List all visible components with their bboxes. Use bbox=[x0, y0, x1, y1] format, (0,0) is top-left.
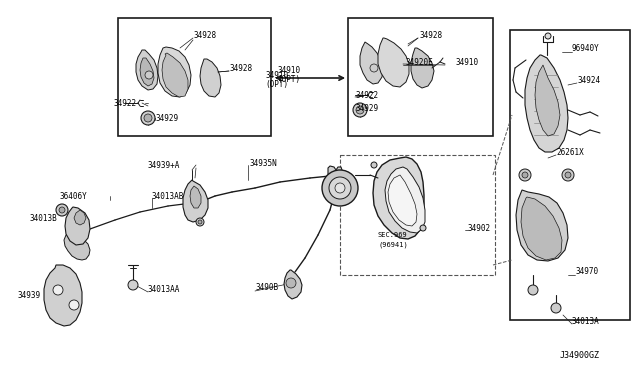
Circle shape bbox=[286, 278, 296, 288]
Circle shape bbox=[196, 218, 204, 226]
Text: J34900GZ: J34900GZ bbox=[560, 350, 600, 359]
Text: 34910: 34910 bbox=[456, 58, 479, 67]
Bar bbox=[348, 18, 493, 136]
Polygon shape bbox=[65, 207, 90, 245]
Polygon shape bbox=[190, 186, 201, 208]
Polygon shape bbox=[328, 166, 342, 180]
Polygon shape bbox=[200, 59, 221, 97]
Circle shape bbox=[69, 300, 79, 310]
Text: 96940Y: 96940Y bbox=[572, 44, 600, 52]
Polygon shape bbox=[162, 53, 188, 97]
Circle shape bbox=[562, 169, 574, 181]
Text: (OPT): (OPT) bbox=[265, 80, 288, 89]
Polygon shape bbox=[158, 47, 191, 97]
Text: 34970: 34970 bbox=[575, 267, 598, 276]
Text: 34928: 34928 bbox=[420, 31, 443, 39]
Text: (96941): (96941) bbox=[378, 242, 408, 248]
Text: 34929: 34929 bbox=[155, 113, 178, 122]
Circle shape bbox=[141, 111, 155, 125]
Polygon shape bbox=[183, 180, 208, 222]
Circle shape bbox=[145, 71, 153, 79]
Circle shape bbox=[59, 207, 65, 213]
Polygon shape bbox=[525, 55, 568, 152]
Text: 36406Y: 36406Y bbox=[60, 192, 88, 201]
Circle shape bbox=[528, 285, 538, 295]
Polygon shape bbox=[140, 58, 154, 86]
Text: 34939: 34939 bbox=[18, 291, 41, 299]
Bar bbox=[340, 155, 495, 275]
Circle shape bbox=[144, 114, 152, 122]
Circle shape bbox=[198, 220, 202, 224]
Circle shape bbox=[519, 169, 531, 181]
Polygon shape bbox=[136, 50, 158, 90]
Polygon shape bbox=[516, 190, 568, 261]
Circle shape bbox=[370, 64, 378, 72]
Text: 34013AA: 34013AA bbox=[148, 285, 180, 295]
Text: 34922: 34922 bbox=[113, 99, 136, 108]
Text: 34902: 34902 bbox=[468, 224, 491, 232]
Text: 34928: 34928 bbox=[230, 64, 253, 73]
Text: 34935N: 34935N bbox=[250, 158, 278, 167]
Polygon shape bbox=[411, 48, 434, 88]
Circle shape bbox=[371, 162, 377, 168]
Text: 34924: 34924 bbox=[577, 76, 600, 84]
Polygon shape bbox=[360, 42, 383, 84]
Polygon shape bbox=[74, 210, 86, 225]
Circle shape bbox=[322, 170, 358, 206]
Circle shape bbox=[522, 172, 528, 178]
Text: 3490B: 3490B bbox=[256, 283, 279, 292]
Circle shape bbox=[565, 172, 571, 178]
Polygon shape bbox=[44, 265, 82, 326]
Polygon shape bbox=[64, 235, 90, 260]
Circle shape bbox=[335, 183, 345, 193]
Polygon shape bbox=[521, 197, 562, 260]
Text: SEC.969: SEC.969 bbox=[378, 232, 408, 238]
Polygon shape bbox=[373, 157, 424, 239]
Text: 26261X: 26261X bbox=[556, 148, 584, 157]
Text: 34929: 34929 bbox=[355, 103, 378, 112]
Circle shape bbox=[329, 177, 351, 199]
Text: 34013B: 34013B bbox=[30, 214, 58, 222]
Bar bbox=[118, 18, 271, 136]
Polygon shape bbox=[385, 167, 425, 233]
Text: 34013AB: 34013AB bbox=[152, 192, 184, 201]
Circle shape bbox=[56, 204, 68, 216]
Circle shape bbox=[420, 225, 426, 231]
Bar bbox=[510, 30, 630, 320]
Circle shape bbox=[353, 103, 367, 117]
Text: 34910: 34910 bbox=[277, 65, 300, 74]
Circle shape bbox=[545, 33, 551, 39]
Circle shape bbox=[128, 280, 138, 290]
Circle shape bbox=[356, 106, 364, 114]
Polygon shape bbox=[535, 65, 560, 136]
Text: 34939+A: 34939+A bbox=[148, 160, 180, 170]
Circle shape bbox=[53, 285, 63, 295]
Text: (OPT): (OPT) bbox=[277, 74, 300, 83]
Polygon shape bbox=[284, 270, 302, 299]
Circle shape bbox=[551, 303, 561, 313]
Text: 34922: 34922 bbox=[355, 90, 378, 99]
Text: 34920E: 34920E bbox=[405, 58, 433, 67]
Polygon shape bbox=[388, 175, 417, 226]
Text: 34928: 34928 bbox=[194, 31, 217, 39]
Text: 34910: 34910 bbox=[265, 71, 288, 80]
Polygon shape bbox=[378, 38, 409, 87]
Text: 34013A: 34013A bbox=[572, 317, 600, 327]
